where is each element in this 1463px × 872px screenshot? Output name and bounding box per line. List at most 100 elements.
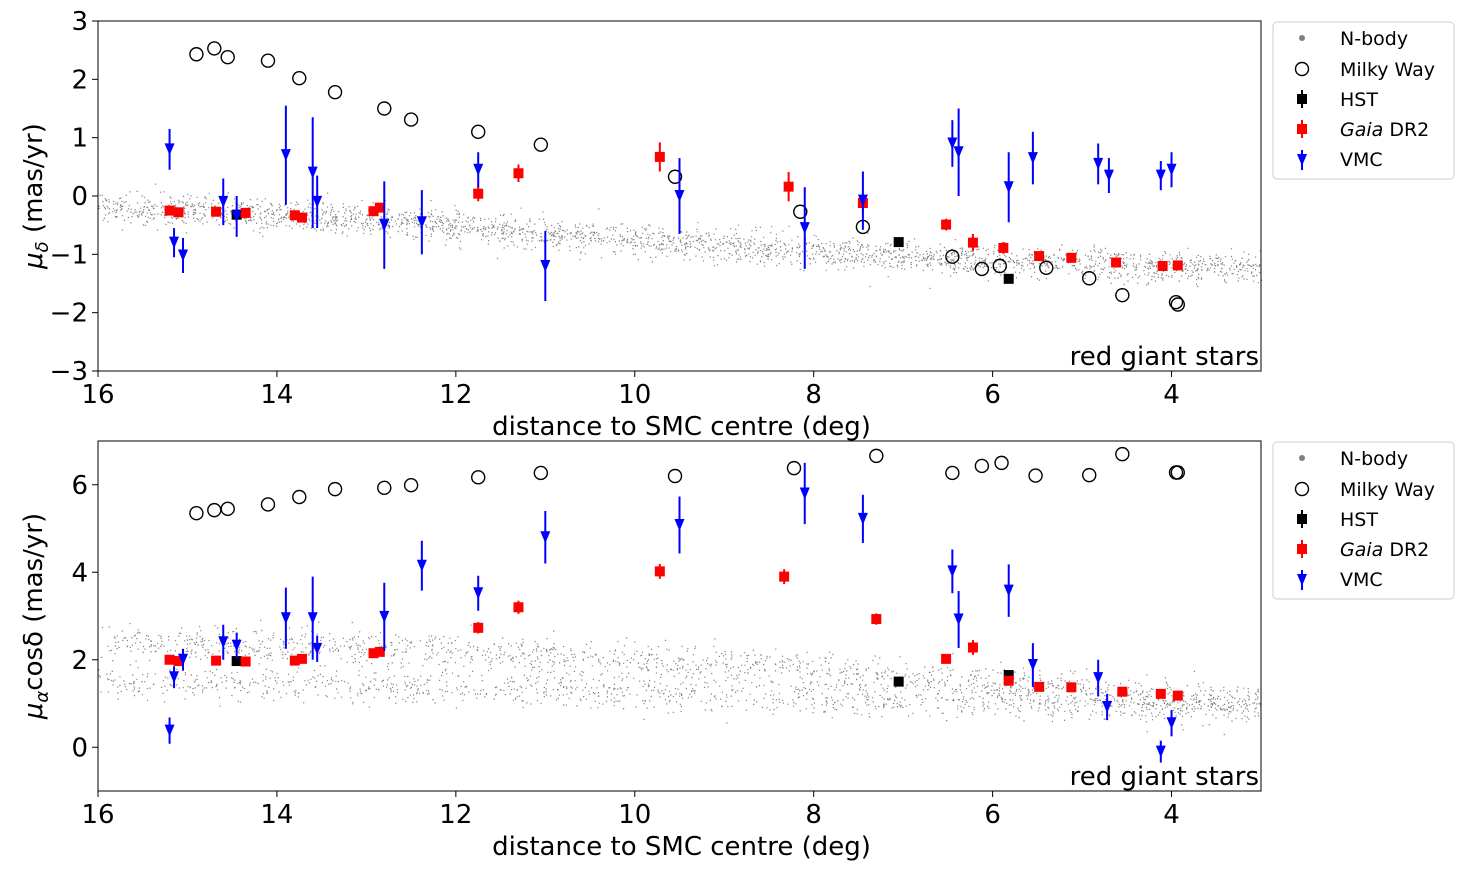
legend-swatch-milky-way bbox=[1294, 61, 1310, 77]
y-axis-label-main: μ bbox=[19, 252, 49, 270]
y-axis-label-main: μ bbox=[19, 703, 49, 721]
point-gaia bbox=[473, 622, 484, 633]
y-tick-label: −1 bbox=[50, 240, 88, 270]
y-axis-label-sub: α bbox=[32, 691, 53, 703]
point-vmc bbox=[674, 519, 685, 531]
point-milky-way bbox=[1082, 467, 1097, 483]
point-milky-way bbox=[403, 112, 419, 127]
y-tick-label: 2 bbox=[71, 646, 88, 676]
point-vmc bbox=[416, 559, 427, 572]
legend-item-hst: HST bbox=[1297, 509, 1378, 531]
point-gaia bbox=[654, 151, 665, 162]
legend-label: Milky Way bbox=[1340, 479, 1435, 501]
point-gaia bbox=[1117, 686, 1128, 697]
point-vmc bbox=[1093, 157, 1104, 170]
point-milky-way bbox=[1115, 287, 1130, 303]
legend-swatch-hst bbox=[1297, 514, 1307, 524]
legend-label-rest: DR2 bbox=[1383, 539, 1429, 561]
data-marks bbox=[164, 446, 1186, 763]
point-gaia bbox=[1155, 688, 1166, 699]
point-gaia bbox=[513, 168, 524, 179]
point-vmc bbox=[674, 190, 685, 202]
point-vmc bbox=[947, 565, 958, 578]
legend-item-milky-way: Milky Way bbox=[1294, 59, 1435, 81]
point-gaia bbox=[967, 642, 978, 653]
point-gaia bbox=[1157, 261, 1168, 271]
axis-ticks: 16 14 12 10 8 6 4 0 2 4 6 bbox=[71, 471, 1179, 830]
legend: N-body Milky Way HST Gaia DR2 VMC bbox=[1272, 21, 1455, 180]
point-gaia bbox=[654, 566, 665, 577]
point-gaia bbox=[1003, 675, 1014, 686]
point-vmc bbox=[231, 210, 242, 223]
x-tick-label: 12 bbox=[439, 380, 472, 410]
legend-label: Milky Way bbox=[1340, 59, 1435, 81]
legend-swatch-gaia bbox=[1297, 544, 1307, 554]
legend-swatch-vmc bbox=[1297, 154, 1307, 166]
point-milky-way bbox=[292, 70, 307, 86]
legend-swatch-milky-way bbox=[1294, 481, 1310, 497]
point-vmc bbox=[280, 149, 291, 162]
point-gaia bbox=[779, 571, 790, 582]
point-vmc bbox=[540, 531, 551, 544]
point-hst bbox=[893, 676, 904, 687]
legend-label-rest: DR2 bbox=[1383, 119, 1429, 141]
point-milky-way bbox=[260, 497, 276, 512]
point-vmc bbox=[169, 671, 180, 684]
point-gaia bbox=[173, 207, 184, 218]
point-milky-way bbox=[974, 261, 990, 277]
point-vmc bbox=[473, 587, 484, 600]
point-vmc bbox=[164, 724, 175, 737]
x-tick-label: 14 bbox=[260, 380, 293, 410]
y-axis-label-rest: (mas/yr) bbox=[19, 123, 49, 241]
series-gaia bbox=[164, 142, 1183, 271]
y-tick-label: 0 bbox=[71, 733, 88, 763]
point-milky-way bbox=[992, 258, 1007, 274]
legend-label: HST bbox=[1340, 89, 1378, 111]
point-gaia bbox=[1034, 681, 1045, 692]
point-vmc bbox=[231, 639, 242, 652]
point-milky-way bbox=[869, 448, 884, 464]
point-gaia bbox=[368, 206, 379, 217]
point-vmc bbox=[177, 653, 188, 666]
x-tick-label: 16 bbox=[81, 380, 114, 410]
point-gaia bbox=[1066, 682, 1077, 693]
point-milky-way bbox=[220, 49, 235, 65]
nbody-cloud bbox=[98, 183, 1262, 290]
point-milky-way bbox=[471, 124, 486, 140]
x-tick-label: 16 bbox=[81, 800, 114, 830]
series-vmc bbox=[164, 105, 1177, 301]
series-hst bbox=[231, 209, 1014, 284]
legend-label: VMC bbox=[1340, 569, 1383, 591]
y-tick-label: 6 bbox=[71, 471, 88, 501]
point-milky-way bbox=[533, 465, 549, 481]
point-vmc bbox=[857, 512, 868, 525]
series-hst bbox=[231, 656, 1014, 687]
point-vmc bbox=[799, 487, 810, 500]
legend-label: N-body bbox=[1340, 28, 1408, 50]
legend-item-gaia: Gaia DR2 bbox=[1297, 119, 1429, 141]
x-axis-label: distance to SMC centre (deg) bbox=[492, 412, 871, 442]
legend-label: VMC bbox=[1340, 149, 1383, 171]
point-vmc bbox=[379, 219, 390, 232]
legend-item-nbody: N-body bbox=[1299, 28, 1408, 50]
point-milky-way bbox=[667, 468, 683, 484]
point-hst bbox=[893, 237, 904, 248]
point-vmc bbox=[953, 146, 964, 159]
point-gaia bbox=[513, 602, 524, 613]
point-gaia bbox=[289, 210, 300, 221]
legend-swatch-gaia bbox=[1297, 124, 1307, 134]
point-gaia bbox=[473, 188, 484, 199]
point-milky-way bbox=[974, 458, 990, 474]
legend-item-vmc: VMC bbox=[1297, 149, 1383, 171]
nbody-points bbox=[98, 183, 1262, 290]
point-vmc bbox=[177, 249, 188, 262]
point-vmc bbox=[1103, 169, 1114, 182]
legend-item-hst: HST bbox=[1297, 89, 1378, 111]
point-vmc bbox=[799, 222, 810, 235]
y-tick-label: 0 bbox=[71, 182, 88, 212]
point-milky-way bbox=[667, 169, 683, 184]
point-milky-way bbox=[1082, 271, 1097, 286]
x-tick-label: 4 bbox=[1163, 800, 1180, 830]
point-vmc bbox=[312, 195, 323, 208]
